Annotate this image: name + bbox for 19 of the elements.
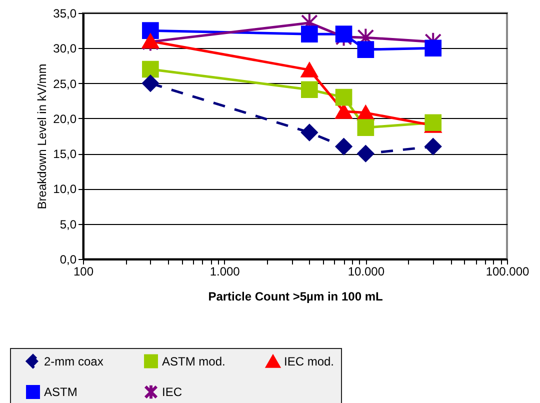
x-tick-label: 100 <box>73 264 94 278</box>
legend-label: ASTM mod. <box>162 354 226 368</box>
y-tick-label: 10,0 <box>53 182 77 196</box>
y-tick-label: 15,0 <box>53 147 77 162</box>
legend-label: 2-mm coax <box>44 354 104 368</box>
y-tick-label: 25,0 <box>53 76 77 91</box>
y-tick-label: 30,0 <box>53 42 77 56</box>
y-axis-title: Breakdown Level in kV/mm <box>35 64 50 210</box>
x-tick-label: 10.000 <box>348 264 385 278</box>
legend-label: ASTM <box>44 385 78 399</box>
y-tick-label: 35,0 <box>53 6 77 20</box>
y-tick-label: 20,0 <box>53 112 77 126</box>
legend-label: IEC mod. <box>284 354 334 369</box>
y-tick-label: 0,0 <box>60 252 77 266</box>
x-tick-label: 100.000 <box>486 264 530 278</box>
legend-label: IEC <box>162 385 182 399</box>
y-tick-label: 5,0 <box>60 217 77 232</box>
x-axis-title: Particle Count >5µm in 100 mL <box>208 290 383 304</box>
x-tick-label: 1.000 <box>210 264 240 278</box>
